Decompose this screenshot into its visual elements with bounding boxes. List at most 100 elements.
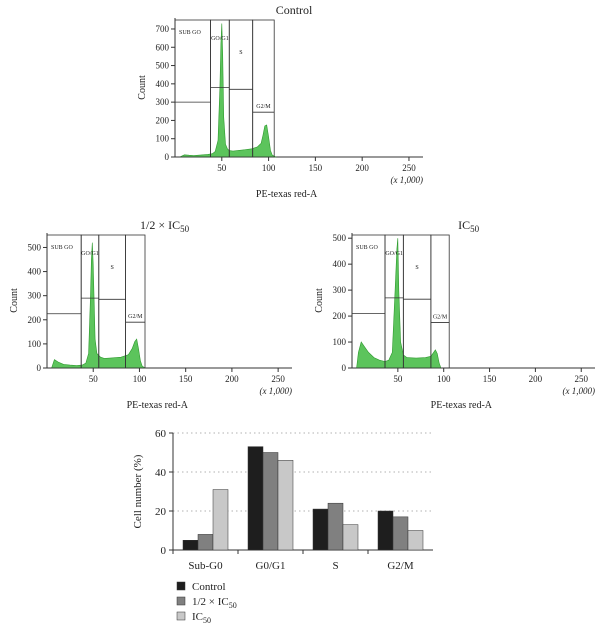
x-tick-label: 250 <box>402 163 416 173</box>
bar-chart-cell-cycle: 0 20 40 60 Cell number (%) Sub-G0 G0/G1 S G2/M Co… <box>120 418 450 632</box>
legend-label: IC50 <box>192 611 211 625</box>
x-tick-label: 250 <box>574 374 588 384</box>
x-axis-label: PE-texas red-A <box>127 400 189 411</box>
x-unit-label: (x 1,000) <box>391 175 424 185</box>
x-axis-label: PE-texas red-A <box>256 189 318 200</box>
x-axis-label: PE-texas red-A <box>431 400 493 411</box>
y-tick-label: 500 <box>28 242 42 252</box>
x-tick-label: 150 <box>179 374 193 384</box>
chart-title: IC50 <box>458 218 480 234</box>
y-tick-label: 100 <box>28 339 42 349</box>
bar <box>392 516 409 551</box>
chart-title-main: IC <box>458 218 470 232</box>
y-tick-label: 500 <box>156 61 170 71</box>
gate-box <box>174 19 211 158</box>
chart-title-subscript: 50 <box>180 224 190 234</box>
legend-label-main: IC <box>192 611 203 623</box>
histogram-control-svg: Control 0 100 200 300 400 500 600 700 50 100 150 200… <box>137 3 424 200</box>
legend-label-main: Control <box>192 581 226 593</box>
y-tick-label: 60 <box>155 428 167 440</box>
bar <box>182 540 199 551</box>
legend-label-subscript: 50 <box>203 616 211 625</box>
x-tick-label: 100 <box>133 374 147 384</box>
y-axis-label: Count <box>9 288 20 313</box>
gate-box <box>125 234 146 369</box>
y-tick-label: 200 <box>28 315 42 325</box>
bar-chart-svg: 0 20 40 60 Cell number (%) Sub-G0 G0/G1 S G2/M Co… <box>132 428 433 625</box>
gate-label: G2/M <box>256 104 271 110</box>
x-unit-label: (x 1,000) <box>563 386 596 396</box>
bar <box>262 452 279 551</box>
y-axis-label: Cell number (%) <box>132 454 144 528</box>
gate-label: S <box>111 265 114 271</box>
bar <box>377 510 394 551</box>
x-tick-label: 150 <box>483 374 497 384</box>
gate-label: GO/G1 <box>81 251 99 257</box>
bar <box>407 530 424 551</box>
y-tick-label: 400 <box>28 267 42 277</box>
x-tick-label: 200 <box>529 374 543 384</box>
y-axis-label: Count <box>137 75 148 100</box>
x-unit-label: (x 1,000) <box>260 386 293 396</box>
y-axis-label: Count <box>314 288 325 313</box>
gate-box <box>228 19 254 158</box>
chart-title-main: 1/2 × IC <box>140 218 180 232</box>
y-tick-label: 400 <box>156 79 170 89</box>
legend-label: 1/2 × IC50 <box>192 596 237 610</box>
bar <box>312 508 329 551</box>
category-label: G2/M <box>387 560 414 572</box>
x-tick-label: 200 <box>225 374 239 384</box>
histogram-control: Control 0 100 200 300 400 500 600 700 50 100 150 200… <box>120 0 440 205</box>
gate-label: GO/G1 <box>211 36 229 42</box>
y-tick-label: 200 <box>333 311 347 321</box>
y-tick-label: 100 <box>156 134 170 144</box>
gate-box <box>46 234 82 369</box>
x-tick-label: 100 <box>262 163 276 173</box>
y-tick-label: 600 <box>156 42 170 52</box>
histogram-ic50: IC50 0 100 200 300 400 500 50 100 150 200 250 (x 1,0… <box>300 210 600 415</box>
y-tick-label: 0 <box>161 545 167 557</box>
legend-swatch <box>176 596 186 606</box>
histogram-area <box>179 23 277 158</box>
y-tick-label: 0 <box>165 152 170 162</box>
bar <box>212 489 229 551</box>
legend-label-main: 1/2 × IC <box>192 596 229 608</box>
chart-title-subscript: 50 <box>470 224 480 234</box>
bar <box>277 460 294 551</box>
x-tick-label: 100 <box>437 374 451 384</box>
gate-label: GO/G1 <box>385 251 403 257</box>
chart-title: 1/2 × IC50 <box>140 218 190 234</box>
chart-title: Control <box>276 3 313 17</box>
y-tick-label: 200 <box>156 115 170 125</box>
histogram-area <box>51 242 146 369</box>
gate-label: SUB GO <box>179 30 202 36</box>
y-tick-label: 0 <box>37 363 42 373</box>
x-tick-label: 150 <box>309 163 323 173</box>
x-tick-label: 50 <box>217 163 227 173</box>
y-tick-label: 20 <box>155 506 167 518</box>
gate-box <box>430 234 450 369</box>
gate-box <box>402 234 432 369</box>
legend-swatch <box>176 611 186 621</box>
y-tick-label: 700 <box>156 24 170 34</box>
category-label: Sub-G0 <box>188 560 223 572</box>
y-tick-label: 400 <box>333 259 347 269</box>
bar <box>327 502 344 551</box>
gate-label: SUB GO <box>51 245 74 251</box>
y-tick-label: 300 <box>28 291 42 301</box>
x-tick-label: 250 <box>271 374 285 384</box>
histogram-half-ic50: 1/2 × IC50 0 100 200 300 400 500 50 100 150 200 250… <box>0 210 300 415</box>
gate-label: G2/M <box>128 314 143 320</box>
legend-swatch <box>176 581 186 591</box>
category-label: G0/G1 <box>256 560 286 572</box>
bar <box>197 534 214 551</box>
gate-label: S <box>415 265 418 271</box>
y-tick-label: 300 <box>333 285 347 295</box>
gate-label: G2/M <box>433 315 448 321</box>
x-tick-label: 50 <box>89 374 99 384</box>
y-tick-label: 40 <box>155 467 167 479</box>
category-label: S <box>332 560 338 572</box>
y-tick-label: 100 <box>333 337 347 347</box>
bar <box>342 524 359 551</box>
